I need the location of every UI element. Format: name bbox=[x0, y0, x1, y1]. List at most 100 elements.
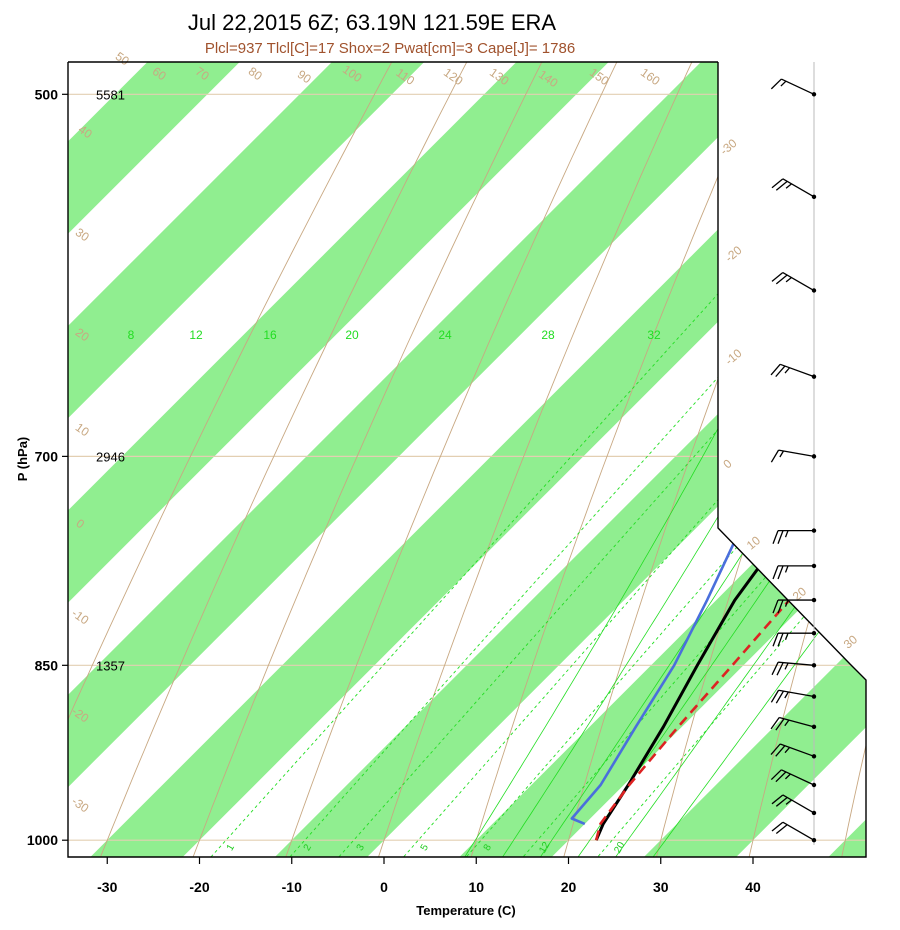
barb-flag bbox=[775, 745, 786, 757]
mixing-ratio-line bbox=[306, 62, 866, 857]
barb-flag bbox=[771, 661, 779, 676]
barb-half-flag bbox=[784, 599, 789, 607]
barb-flag bbox=[770, 689, 780, 703]
y-axis-label: P (hPa) bbox=[15, 437, 30, 482]
barb-shaft bbox=[779, 743, 815, 757]
axes: -30-20-100102030401001655615013879200119… bbox=[27, 86, 761, 895]
barb-half-flag bbox=[785, 276, 792, 283]
isotherm-label: -30 bbox=[717, 136, 740, 158]
y-tick-label: 1000 bbox=[27, 832, 58, 848]
barb-shaft bbox=[778, 661, 815, 666]
wind-barb bbox=[772, 529, 814, 544]
wind-barb bbox=[772, 632, 814, 647]
barb-flag bbox=[771, 821, 784, 832]
y-tick-label: 500 bbox=[35, 86, 59, 102]
barb-half-flag bbox=[784, 662, 789, 670]
wind-barb bbox=[770, 78, 815, 95]
x-tick-label: 40 bbox=[745, 879, 761, 895]
wind-barb bbox=[770, 716, 815, 731]
isotherm-label: -10 bbox=[722, 346, 745, 368]
dry-adiabat bbox=[269, 62, 866, 857]
barb-flag bbox=[775, 771, 787, 783]
barb-half-flag bbox=[784, 632, 789, 640]
height-label: 5581 bbox=[96, 87, 125, 102]
barb-shaft bbox=[781, 769, 815, 786]
barb-flag bbox=[777, 565, 784, 580]
moist-adiabat-label: 28 bbox=[541, 328, 555, 342]
mixing-ratio-label: 2 bbox=[302, 842, 315, 853]
barb-flag bbox=[772, 530, 779, 544]
adiabat-label: -30 bbox=[69, 794, 92, 816]
isotherm-label: 0 bbox=[720, 456, 734, 471]
wind-barb bbox=[772, 565, 814, 580]
barb-flag bbox=[775, 690, 785, 704]
chart-title: Jul 22,2015 6Z; 63.19N 121.59E ERA bbox=[188, 10, 556, 35]
barb-shaft bbox=[778, 689, 815, 698]
barb-flag bbox=[770, 449, 780, 463]
barb-flag bbox=[770, 743, 781, 756]
dry-adiabat bbox=[456, 62, 866, 857]
barb-shaft bbox=[782, 178, 815, 198]
dry-adiabat bbox=[363, 62, 866, 857]
barb-shaft bbox=[781, 78, 815, 95]
mixing-ratio-label: 20 bbox=[612, 840, 627, 856]
moist-adiabat bbox=[626, 62, 866, 857]
mixing-ratio-label: 1 bbox=[225, 842, 238, 853]
adiabat-label: 10 bbox=[73, 420, 92, 439]
barb-half-flag bbox=[784, 773, 791, 780]
dry-adiabat bbox=[68, 62, 866, 857]
barb-flag bbox=[771, 794, 784, 805]
wind-barb bbox=[771, 271, 815, 292]
x-tick-label: 10 bbox=[468, 879, 484, 895]
x-tick-label: -30 bbox=[97, 879, 117, 895]
x-tick-label: -10 bbox=[282, 879, 302, 895]
barb-flag bbox=[771, 178, 784, 189]
barb-shaft bbox=[782, 271, 815, 292]
barb-half-flag bbox=[784, 746, 791, 754]
parcel-line bbox=[594, 62, 866, 841]
moist-adiabat bbox=[515, 62, 866, 857]
adiabat-label: 120 bbox=[441, 65, 466, 88]
adiabat-label: 50 bbox=[113, 49, 132, 68]
mixing-ratio-label: 8 bbox=[482, 842, 495, 853]
barb-flag bbox=[772, 632, 779, 647]
frame-outline bbox=[67, 62, 867, 858]
moist-adiabat-label: 12 bbox=[189, 328, 203, 342]
height-label: 1357 bbox=[96, 658, 125, 673]
barb-flag bbox=[775, 824, 788, 835]
barb-shaft bbox=[779, 716, 815, 728]
barb-shaft bbox=[782, 794, 815, 814]
barb-flag bbox=[775, 365, 786, 378]
plot-frame bbox=[67, 61, 867, 858]
barb-flag bbox=[777, 599, 784, 614]
moist-adiabat bbox=[552, 62, 866, 857]
barb-flag bbox=[777, 530, 784, 544]
barb-flag bbox=[772, 565, 779, 580]
barb-flag bbox=[775, 718, 785, 731]
moist-adiabat-label: 16 bbox=[263, 328, 277, 342]
barb-half-flag bbox=[785, 799, 792, 805]
moist-adiabat bbox=[589, 62, 866, 857]
moist-adiabat-label: 24 bbox=[438, 328, 452, 342]
mixing-ratio-label: 5 bbox=[419, 842, 432, 853]
adiabat-label: 80 bbox=[246, 64, 265, 83]
wind-barb bbox=[771, 178, 815, 198]
mixing-ratio-label: 12 bbox=[537, 840, 552, 856]
wind-barb bbox=[770, 363, 815, 378]
wind-barb bbox=[770, 743, 815, 757]
barb-shaft bbox=[779, 363, 815, 378]
y-tick-label: 700 bbox=[35, 448, 59, 464]
barb-half-flag bbox=[785, 183, 792, 189]
mixing-ratio-label: 3 bbox=[355, 842, 368, 853]
barb-shaft bbox=[778, 449, 815, 458]
barb-flag bbox=[770, 78, 782, 90]
barb-half-flag bbox=[784, 530, 789, 538]
barb-half-flag bbox=[784, 691, 789, 699]
wind-barbs bbox=[770, 62, 817, 845]
wind-barb bbox=[771, 661, 815, 676]
mixing-ratio-line bbox=[178, 62, 866, 857]
wind-barb bbox=[770, 449, 815, 463]
